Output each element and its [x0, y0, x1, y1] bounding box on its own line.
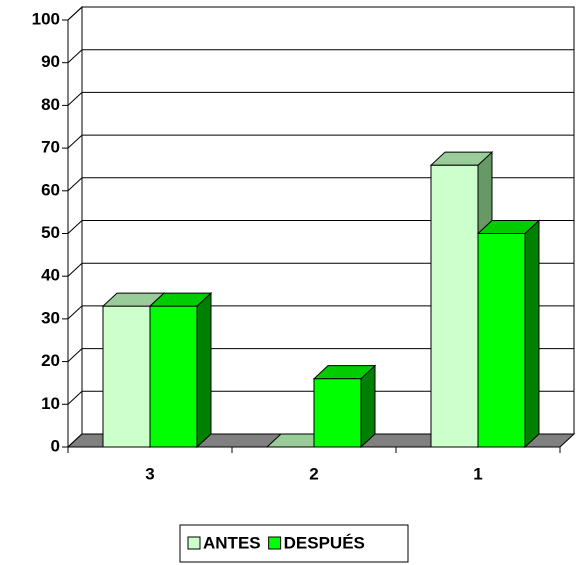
grid-line — [67, 348, 574, 362]
bar — [149, 305, 198, 448]
y-tick-label: 20 — [41, 351, 60, 370]
x-tick-label: 2 — [309, 464, 318, 483]
y-tick-label: 10 — [41, 394, 60, 413]
y-tick-label: 80 — [41, 95, 60, 114]
legend-swatch — [187, 536, 201, 550]
grid-line — [67, 91, 574, 106]
y-tick-label: 40 — [41, 266, 60, 285]
y-tick-label: 90 — [41, 52, 60, 71]
grid-line — [67, 262, 574, 277]
bar-side — [524, 219, 540, 449]
y-tick-label: 70 — [41, 138, 60, 157]
y-tick-label: 100 — [32, 9, 60, 28]
grid-line — [67, 305, 574, 320]
bar-side — [196, 291, 212, 449]
y-tick-label: 50 — [41, 223, 60, 242]
bar-top — [312, 365, 377, 380]
legend-label: ANTES — [203, 533, 261, 552]
grid-line — [67, 390, 574, 405]
x-tick-label: 3 — [145, 464, 154, 483]
bar-top — [429, 151, 494, 166]
bar — [477, 233, 526, 448]
bar — [313, 378, 362, 448]
bar — [430, 164, 479, 448]
bar-side — [360, 364, 376, 449]
grid-line — [67, 220, 574, 234]
bar — [102, 305, 151, 448]
legend-box — [179, 524, 409, 563]
x-tick-label: 1 — [473, 464, 482, 483]
grid-line — [67, 177, 574, 192]
grid-line — [67, 134, 574, 149]
y-tick-label: 0 — [51, 436, 60, 455]
y-tick-label: 30 — [41, 308, 60, 327]
bar-top — [148, 292, 213, 307]
grid-line — [67, 6, 574, 21]
legend-label: DESPUÉS — [284, 533, 365, 552]
bar-top — [476, 220, 541, 234]
y-tick-label: 60 — [41, 180, 60, 199]
legend-swatch — [268, 536, 282, 550]
grid-line — [67, 49, 574, 64]
